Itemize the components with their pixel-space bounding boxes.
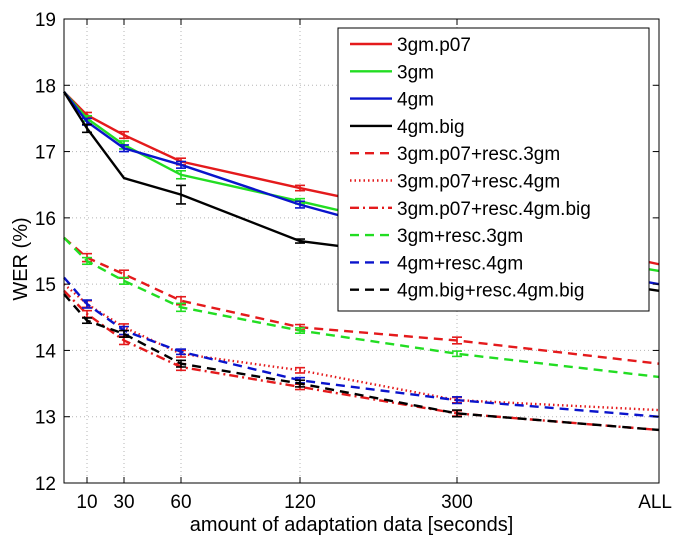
x-tick-label: ALL <box>638 492 672 513</box>
legend-label: 3gm.p07+resc.4gm <box>397 172 560 193</box>
x-tick-label: 30 <box>113 492 134 513</box>
y-tick-label: 13 <box>35 408 56 429</box>
series-3gm-resc-3gm <box>63 236 660 379</box>
series-line <box>63 293 660 432</box>
legend-label: 4gm.big <box>397 117 465 138</box>
x-tick-label: 10 <box>76 492 97 513</box>
y-tick-label: 15 <box>35 275 56 296</box>
y-axis-label: WER (%) <box>10 217 32 300</box>
series-4gm-resc-4gm <box>63 276 660 418</box>
y-tick-label: 12 <box>35 474 56 495</box>
legend-label: 3gm+resc.3gm <box>397 226 523 247</box>
legend-label: 3gm <box>397 62 434 83</box>
axis-ticks: 12 13 14 15 16 17 18 19 10 30 60 120 300 ALL <box>35 10 672 513</box>
x-tick-label: 120 <box>284 492 316 513</box>
series-3gm-p07-resc-4gm-big <box>63 289 660 432</box>
legend-label: 3gm.p07+resc.4gm.big <box>397 199 591 220</box>
legend-label: 3gm.p07 <box>397 35 471 56</box>
x-tick-label: 60 <box>170 492 191 513</box>
y-tick-label: 19 <box>35 10 56 31</box>
legend-label: 3gm.p07+resc.3gm <box>397 144 560 165</box>
legend-box <box>337 27 650 312</box>
y-tick-label: 17 <box>35 143 56 164</box>
plot-frame <box>63 18 660 484</box>
legend-label: 4gm+resc.4gm <box>397 253 523 274</box>
series-4gm-big-resc-4gm-big <box>63 293 660 432</box>
series-line <box>63 289 660 432</box>
legend-label: 4gm.big+resc.4gm.big <box>397 281 584 302</box>
x-tick-label: 300 <box>441 492 473 513</box>
legend: 3gm.p07 3gm 4gm 4gm.big 3gm.p07+resc.3gm 3gm.… <box>337 27 650 312</box>
y-tick-label: 14 <box>35 341 57 362</box>
x-axis-label: amount of adaptation data [seconds] <box>190 514 514 536</box>
legend-label: 4gm <box>397 90 434 111</box>
y-tick-label: 18 <box>35 76 56 97</box>
y-tick-label: 16 <box>35 209 56 230</box>
